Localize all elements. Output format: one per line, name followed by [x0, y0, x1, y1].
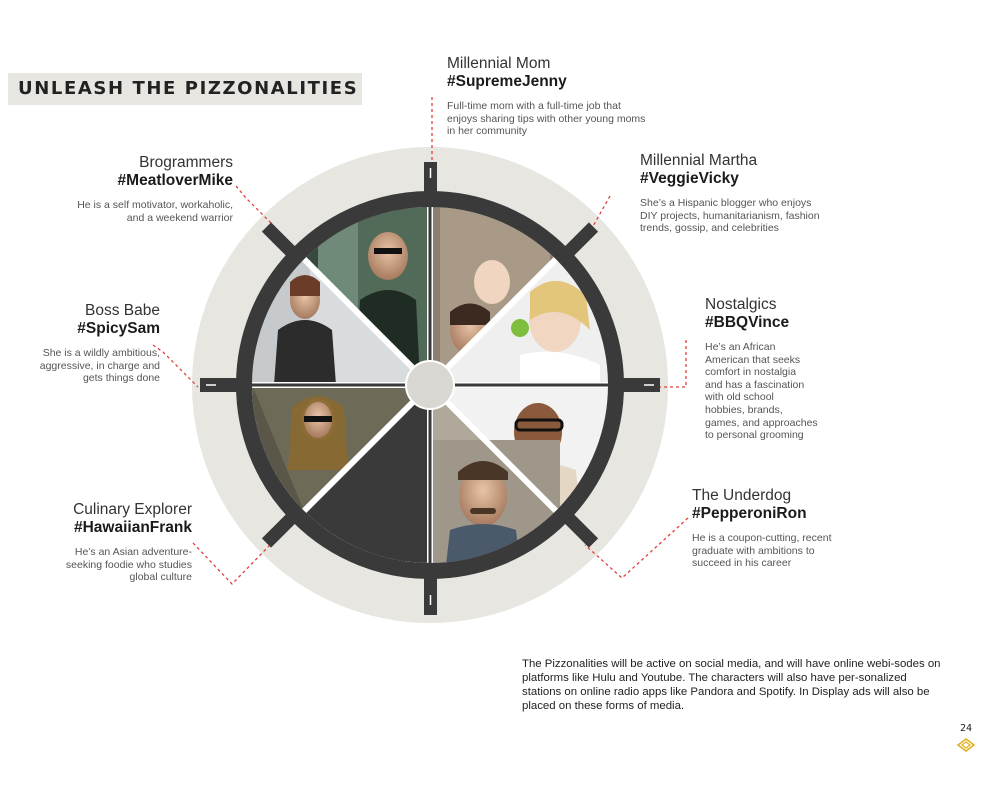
photo-pepperoni-ron — [430, 385, 560, 563]
persona-category: Nostalgics — [705, 296, 777, 313]
handle-marks — [206, 168, 654, 605]
connector-underdog — [584, 517, 689, 579]
persona-hashtag: #HawaiianFrank — [73, 519, 192, 536]
page-number: 24 — [959, 723, 973, 734]
persona-description: She’s a Hispanic blogger who enjoys DIY … — [640, 197, 820, 235]
wheel-hub — [405, 360, 455, 410]
persona-hashtag: #SupremeJenny — [447, 73, 567, 90]
persona-hashtag: #SpicySam — [77, 320, 160, 337]
wheel-handles — [200, 162, 660, 615]
persona-category: Millennial Mom — [447, 55, 551, 72]
connector-bossbabe — [152, 344, 199, 388]
persona-description: He is a coupon-cutting, recent graduate … — [692, 532, 832, 570]
connector-martha — [591, 195, 611, 229]
persona-description: She is a wildly ambitious, aggressive, i… — [39, 347, 160, 385]
page-title: UNLEASH THE PIZZONALITIES — [18, 78, 359, 99]
persona-description: He’s an Asian adventure- seeking foodie … — [65, 546, 192, 584]
persona-category: Millennial Martha — [640, 152, 758, 169]
photo-hawaiian-frank — [252, 385, 430, 511]
photo-veggie-vicky — [430, 259, 608, 385]
persona-category: Boss Babe — [85, 302, 160, 319]
persona-category: Culinary Explorer — [73, 501, 192, 518]
connector-culinary — [192, 542, 271, 585]
persona-nostalgics: Nostalgics #BBQVince He’s an African Ame… — [705, 296, 818, 442]
persona-millennial-mom: Millennial Mom #SupremeJenny Full-time m… — [447, 55, 645, 138]
diamond-logo-icon — [956, 738, 976, 752]
persona-category: The Underdog — [692, 487, 792, 504]
persona-hashtag: #BBQVince — [705, 314, 790, 331]
wheel-spokes — [245, 200, 615, 570]
persona-hashtag: #PepperoniRon — [692, 505, 807, 522]
persona-millennial-martha: Millennial Martha #VeggieVicky She’s a H… — [640, 152, 820, 235]
connector-brogrammers — [235, 185, 273, 225]
persona-description: He’s an African American that seeks comf… — [705, 341, 818, 442]
title-banner — [8, 73, 362, 105]
persona-culinary-explorer: Culinary Explorer #HawaiianFrank He’s an… — [20, 501, 192, 584]
persona-description: He is a self motivator, workaholic, and … — [77, 199, 233, 224]
persona-the-underdog: The Underdog #PepperoniRon He is a coupo… — [692, 487, 832, 570]
dark-wedge — [304, 385, 430, 563]
persona-hashtag: #MeatloverMike — [117, 172, 233, 189]
persona-hashtag: #VeggieVicky — [640, 170, 739, 187]
connector-lines — [152, 97, 689, 585]
persona-boss-babe: Boss Babe #SpicySam She is a wildly ambi… — [10, 302, 160, 385]
persona-category: Brogrammers — [139, 154, 233, 171]
body-paragraph: The Pizzonalities will be active on soci… — [522, 658, 941, 712]
persona-description: Full-time mom with a full-time job that … — [447, 100, 646, 138]
persona-brogrammers: Brogrammers #MeatloverMike He is a self … — [20, 154, 233, 224]
